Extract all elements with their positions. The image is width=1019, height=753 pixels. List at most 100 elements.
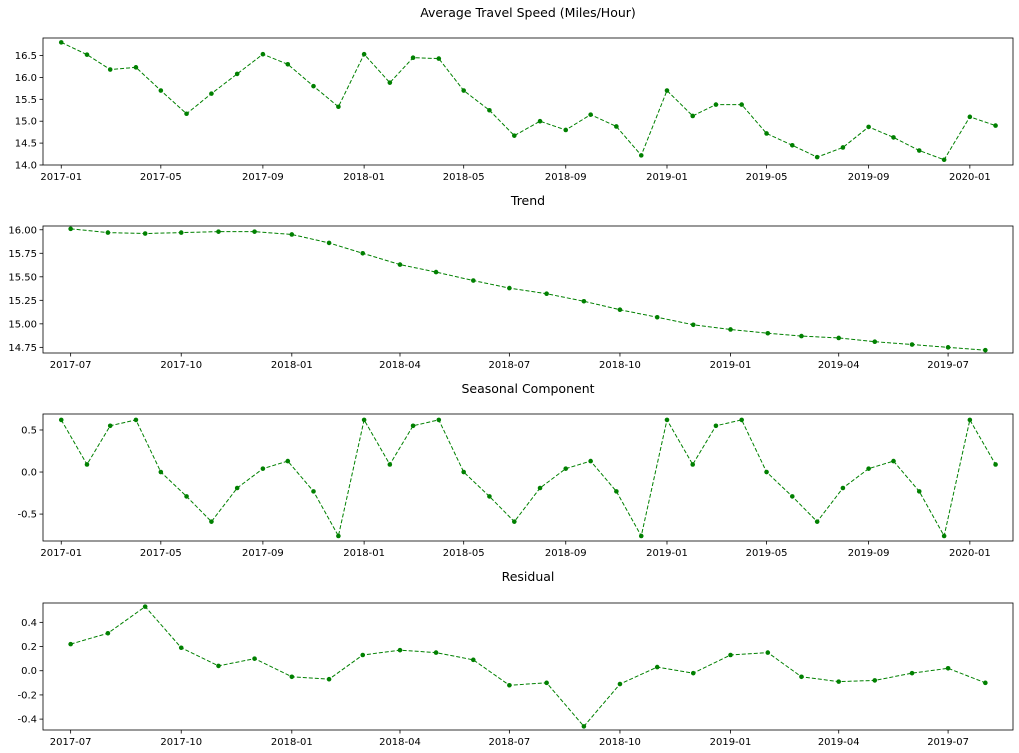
chart-1-data-point bbox=[588, 112, 593, 117]
chart-3-data-point bbox=[487, 494, 492, 499]
chart-3-data-point bbox=[260, 466, 266, 471]
chart-3-x-tick-label: 2017-09 bbox=[242, 548, 284, 559]
chart-1-data-point bbox=[814, 154, 820, 160]
chart-2-x-tick-label: 2018-07 bbox=[488, 360, 530, 371]
chart-2-data-point bbox=[289, 232, 295, 237]
chart-2-series-line bbox=[70, 228, 986, 351]
chart-3-x-tick-label: 2018-01 bbox=[343, 548, 385, 559]
chart-3-data-point bbox=[840, 485, 846, 491]
chart-1-x-tick-label: 2018-09 bbox=[545, 172, 587, 183]
chart-1-x-tick-label: 2017-09 bbox=[242, 172, 284, 183]
chart-1-x-tick-label: 2017-01 bbox=[40, 172, 82, 183]
chart-1-y-tick-label: 14.0 bbox=[15, 161, 37, 172]
chart-1-data-point bbox=[789, 142, 795, 148]
chart-4-data-point bbox=[836, 679, 842, 684]
chart-3-series-line bbox=[60, 418, 997, 538]
chart-1-data-point bbox=[410, 55, 416, 61]
chart-3-data-point bbox=[361, 417, 367, 423]
chart-3-title: Seasonal Component bbox=[461, 381, 594, 396]
chart-4-y-tick-label: 0.4 bbox=[21, 618, 37, 629]
chart-3-data-point bbox=[311, 489, 316, 494]
chart-4: Residual -0.4 -0.2 0.0 0.2 0.4 2017-07 2017-10 2… bbox=[17, 569, 1014, 748]
chart-1-x-tick-label: 2018-05 bbox=[443, 172, 485, 183]
chart-2-x-tick-label: 2018-04 bbox=[379, 360, 421, 371]
chart-3-data-point bbox=[234, 485, 240, 491]
chart-2-data-point bbox=[216, 229, 221, 234]
chart-4-data-point bbox=[252, 656, 257, 661]
chart-4-data-point bbox=[360, 652, 366, 658]
chart-4-plot-frame bbox=[42, 602, 1014, 731]
chart-1-title: Average Travel Speed (Miles/Hour) bbox=[420, 5, 636, 20]
chart-4-y-tick-label: -0.4 bbox=[17, 715, 37, 726]
chart-1-data-point bbox=[311, 83, 316, 89]
chart-3-data-point bbox=[563, 466, 569, 471]
chart-2-data-point bbox=[872, 339, 878, 345]
chart-2-x-tick-label: 2019-01 bbox=[710, 360, 752, 371]
chart-3-data-point bbox=[789, 494, 795, 499]
chart-3-data-point bbox=[158, 469, 164, 475]
chart-4-data-point bbox=[105, 630, 111, 636]
chart-2-data-point bbox=[728, 327, 733, 332]
chart-3-data-point bbox=[690, 462, 696, 467]
chart-2-data-point bbox=[68, 226, 73, 232]
chart-4-data-point bbox=[471, 657, 476, 663]
chart-4-data-point bbox=[397, 647, 403, 653]
chart-1-x-tick-label: 2018-01 bbox=[343, 172, 385, 183]
chart-1-data-point bbox=[764, 131, 769, 136]
chart-3-data-point bbox=[814, 519, 820, 524]
chart-2-data-point bbox=[581, 298, 587, 304]
chart-2-x-tick-label: 2017-07 bbox=[50, 360, 92, 371]
chart-2-y-tick-label: 14.75 bbox=[8, 343, 37, 354]
chart-4-data-point bbox=[799, 674, 804, 680]
chart-2-x-tick-label: 2017-10 bbox=[160, 360, 202, 371]
chart-3-data-point bbox=[967, 417, 973, 423]
chart-2-y-tick-label: 15.75 bbox=[8, 249, 37, 260]
chart-1-data-point bbox=[461, 88, 466, 93]
chart-3-data-point bbox=[993, 462, 998, 467]
chart-4-data-point bbox=[690, 670, 696, 676]
chart-1-y-tick-label: 16.5 bbox=[15, 51, 37, 62]
chart-4-x-tick-label: 2018-04 bbox=[379, 737, 421, 748]
chart-1-data-point bbox=[840, 145, 846, 150]
chart-4-x-tick-label: 2018-10 bbox=[599, 737, 641, 748]
chart-1-data-point bbox=[260, 51, 266, 57]
chart-4-x-tick-label: 2018-01 bbox=[271, 737, 313, 748]
chart-3-data-point bbox=[209, 519, 214, 524]
chart-4-data-point bbox=[581, 724, 587, 729]
chart-3-y-tick-label: 0.5 bbox=[21, 425, 37, 436]
chart-3-data-point bbox=[184, 494, 189, 499]
chart-4-data-point bbox=[289, 674, 295, 680]
chart-3-y-tick-label: -0.5 bbox=[17, 510, 37, 521]
chart-2-plot-frame bbox=[42, 225, 1014, 354]
chart-1-x-tick-label: 2020-01 bbox=[949, 172, 991, 183]
chart-3-data-point bbox=[638, 533, 644, 539]
chart-1-data-point bbox=[866, 124, 871, 130]
chart-1-data-point bbox=[387, 80, 393, 85]
chart-3-data-point bbox=[537, 485, 543, 491]
chart-3-data-point bbox=[58, 417, 64, 423]
chart-3-x-tick-label: 2019-09 bbox=[848, 548, 890, 559]
chart-2-data-point bbox=[799, 333, 804, 339]
chart-1-data-point bbox=[916, 148, 922, 153]
chart-2-data-point bbox=[544, 291, 549, 297]
chart-1-data-point bbox=[512, 133, 517, 138]
chart-4-data-point bbox=[872, 678, 878, 683]
chart-1-x-tick-label: 2019-05 bbox=[746, 172, 788, 183]
chart-4-data-point bbox=[433, 650, 439, 655]
chart-1-data-point bbox=[361, 51, 367, 57]
chart-4-x-tick-label: 2019-01 bbox=[710, 737, 752, 748]
chart-1-data-point bbox=[107, 67, 113, 72]
chart-1-data-point bbox=[941, 157, 947, 163]
chart-2-y-tick-label: 15.00 bbox=[8, 319, 37, 330]
chart-4-data-point bbox=[178, 645, 184, 651]
chart-1-data-point bbox=[336, 104, 341, 110]
chart-4-x-tick-label: 2018-07 bbox=[488, 737, 530, 748]
chart-3-data-point bbox=[410, 423, 416, 429]
chart-2-data-point bbox=[252, 229, 257, 234]
chart-1-data-point bbox=[58, 40, 64, 45]
chart-1-data-point bbox=[690, 113, 696, 119]
chart-2-data-point bbox=[765, 330, 771, 336]
chart-3-data-point bbox=[739, 417, 744, 423]
chart-2-data-point bbox=[471, 278, 476, 283]
